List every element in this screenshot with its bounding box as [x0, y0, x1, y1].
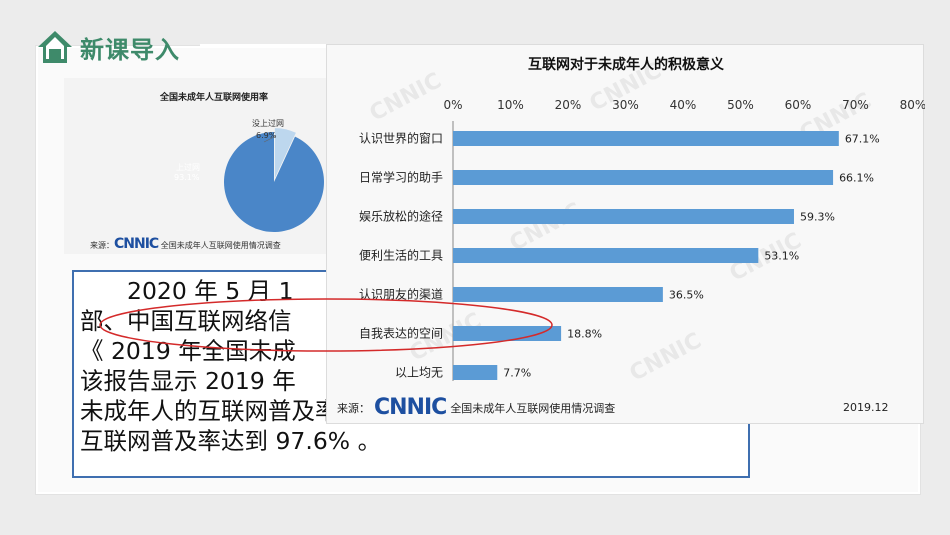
data-label: 7.7% [503, 367, 531, 380]
pie-value-offline: 6.9% [256, 131, 277, 140]
category-label: 便利生活的工具 [359, 248, 443, 263]
section-header: 新课导入 [36, 24, 180, 70]
x-tick-label: 40% [670, 98, 697, 112]
text-line-3: 《 2019 年全国未成 [80, 337, 296, 365]
pie-label-online: 上过网 [176, 162, 200, 172]
category-label: 认识世界的窗口 [359, 131, 443, 146]
pie-chart-panel: 没上过网 6.9% 上过网 93.1% 全国未成年人互联网使用率 来源：CNNIC 全… [64, 78, 364, 254]
x-tick-label: 0% [443, 98, 462, 112]
bar [453, 170, 834, 185]
bar-source: 来源： CNNIC 全国未成年人互联网使用情况调查 [337, 395, 615, 420]
bar [453, 209, 794, 224]
bar-chart: 互联网对于未成年人的积极意义 0% 10% 20% 30% 40% 50% 60% 70% 80%… [359, 56, 925, 381]
bar [453, 326, 562, 341]
x-tick-label: 20% [555, 98, 582, 112]
bar-source-label: 来源： [337, 401, 370, 415]
highlight-ellipse [99, 298, 553, 352]
pie-slice-online [224, 132, 324, 232]
data-label: 66.1% [839, 172, 874, 185]
bar-chart-panel: CNNIC CNNIC CNNIC CNNIC CNNIC CNNIC CNNI… [326, 44, 925, 424]
category-label: 日常学习的助手 [359, 170, 443, 185]
x-tick-label: 60% [785, 98, 812, 112]
bar [453, 131, 839, 146]
data-label: 59.3% [800, 211, 835, 224]
section-title: 新课导入 [80, 35, 180, 64]
x-tick-label: 30% [612, 98, 639, 112]
category-label: 认识朋友的渠道 [359, 287, 443, 302]
bar-chart-title: 互联网对于未成年人的积极意义 [528, 56, 724, 73]
category-label: 娱乐放松的途径 [359, 209, 443, 224]
pie-chart-title: 全国未成年人互联网使用率 [159, 93, 268, 103]
bar-source-date: 2019.12 [843, 401, 889, 414]
cnnic-logo: CNNIC [114, 236, 159, 252]
data-label: 53.1% [764, 250, 799, 263]
bar-source-text: 全国未成年人互联网使用情况调查 [450, 401, 616, 415]
pie-label-offline: 没上过网 [252, 118, 284, 128]
pie-source: 来源：CNNIC 全国未成年人互联网使用情况调查 [90, 236, 281, 252]
category-label: 自我表达的空间 [359, 326, 443, 341]
data-label: 67.1% [845, 133, 880, 146]
text-line-4: 该报告显示 2019 年 [80, 367, 296, 395]
bar [453, 365, 498, 380]
bar [453, 248, 759, 263]
x-tick-label: 10% [497, 98, 524, 112]
house-icon [38, 31, 72, 63]
x-tick-label: 80% [900, 98, 925, 112]
x-tick-label: 70% [842, 98, 869, 112]
data-label: 18.8% [567, 328, 602, 341]
cnnic-logo: CNNIC [374, 395, 447, 420]
bar [453, 287, 663, 302]
x-tick-label: 50% [727, 98, 754, 112]
pie-value-online: 93.1% [174, 173, 200, 182]
text-line-2: 部、中国互联网络信 [80, 307, 292, 335]
text-line-6: 互联网普及率达到 97.6% 。 [80, 427, 382, 455]
pie-source-label: 来源： [90, 241, 114, 250]
pie-slice-offline [274, 128, 296, 179]
category-label: 以上均无 [395, 366, 443, 380]
pie-leader-line [263, 135, 277, 143]
data-label: 36.5% [669, 289, 704, 302]
pie-source-text: 全国未成年人互联网使用情况调查 [160, 241, 281, 250]
